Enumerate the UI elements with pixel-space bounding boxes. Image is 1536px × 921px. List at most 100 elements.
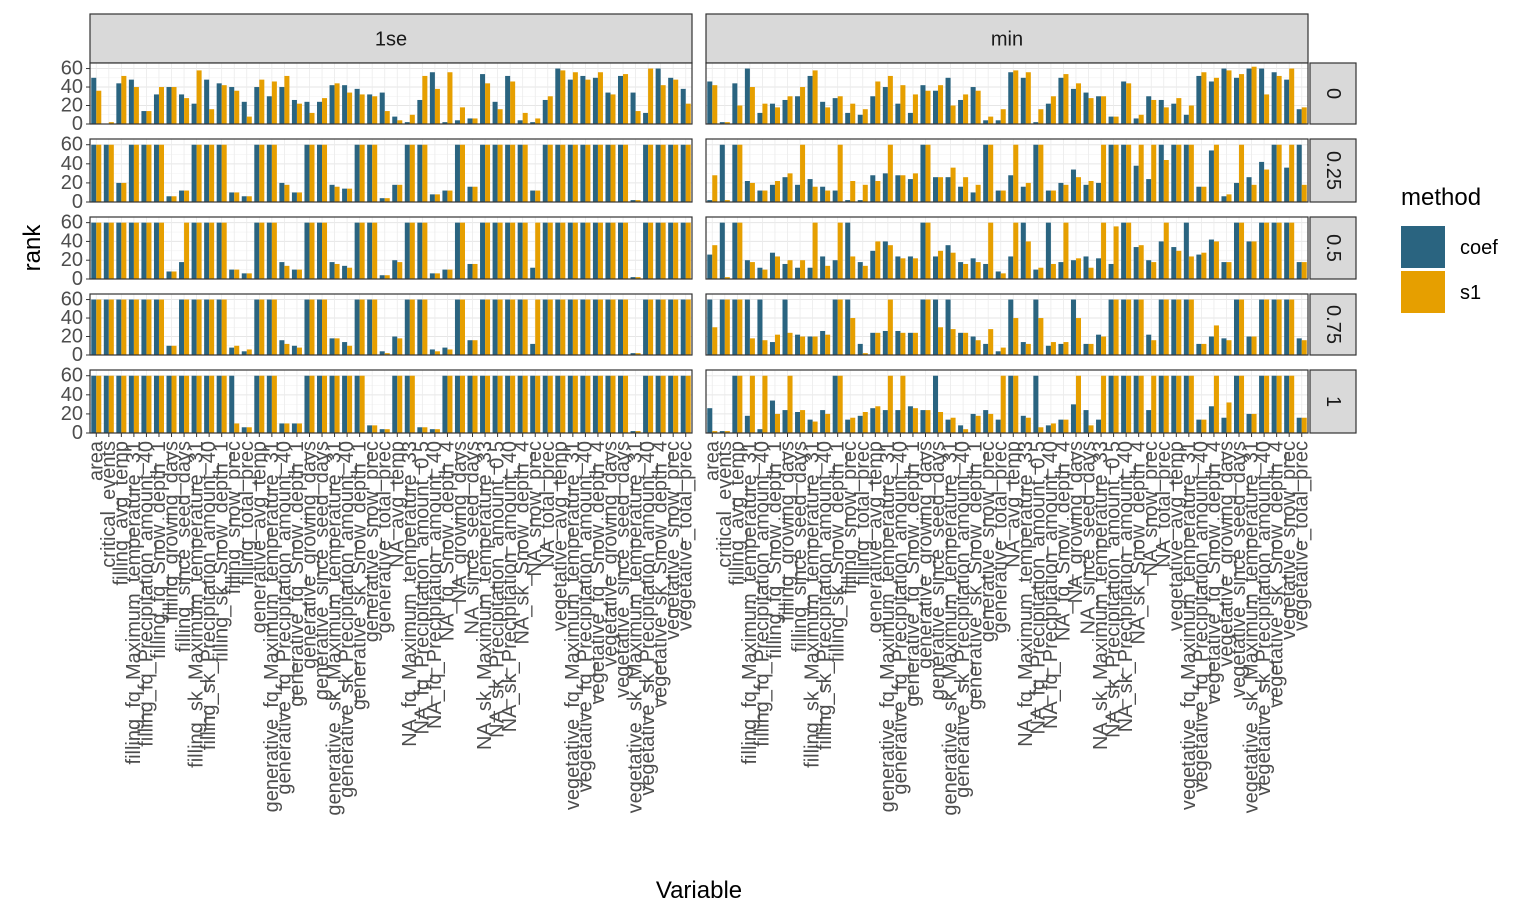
- bar-coef-vegetative_sk_Precipitation_amount_40: [643, 144, 649, 202]
- bar-s1-filling_since_seed_days: [184, 222, 190, 279]
- x-tick-label: vegetative_total_prec: [1291, 441, 1313, 631]
- bar-s1-NA_fq_Maximum_temperature_33: [409, 375, 415, 433]
- bar-coef-generative_sk_Precipitation_amount_40: [342, 265, 348, 279]
- bar-coef-filling_fq_Snow_depth_1: [153, 299, 159, 355]
- bar-coef-NA_growing_days: [1070, 260, 1076, 279]
- bar-s1-area: [712, 431, 718, 433]
- strip-row-label-0.25: 0.25: [1322, 151, 1344, 190]
- x-tick-label: NA_sk_Precipitation_amount_40: [499, 441, 521, 732]
- bar-coef-NA_total_prec: [1158, 144, 1164, 202]
- bar-s1-vegetative_avg_temp: [560, 70, 566, 124]
- bar-s1-generative_avg_temp: [259, 144, 265, 202]
- bar-coef-filling_growing_days: [782, 410, 788, 433]
- bar-coef-generative_since_seed_days: [317, 299, 323, 355]
- bar-coef-generative_sk_Maximum_temperature_31: [329, 338, 335, 355]
- bar-s1-generative_total_prec: [1000, 190, 1006, 202]
- bar-s1-vegetative_sk_Maximum_temperature_31: [635, 353, 641, 355]
- bar-coef-NA_fq_Maximum_temperature_33: [404, 122, 410, 124]
- x-tick-label: NA_fq_Maximum_temperature_33: [1015, 441, 1037, 747]
- bar-s1-vegetative_sk_Maximum_temperature_31: [635, 277, 641, 279]
- bar-coef-vegetative_snow_prec: [1284, 375, 1290, 433]
- bar-s1-generative_growing_days: [309, 144, 315, 202]
- bar-coef-vegetative_sk_Precipitation_amount_40: [1259, 375, 1265, 433]
- bar-s1-NA_sk_Snow_depth_4: [1138, 245, 1144, 279]
- bar-coef-vegetative_avg_temp: [555, 68, 561, 124]
- bar-s1-vegetative_snow_prec: [673, 222, 679, 279]
- bar-s1-vegetative_sk_Precipitation_amount_40: [648, 375, 654, 433]
- bar-s1-generative_sk_Precipitation_amount_40: [347, 375, 353, 433]
- bar-s1-generative_since_seed_days: [322, 299, 328, 355]
- bar-s1-vegetative_total_prec: [1301, 417, 1307, 433]
- bar-coef-generative_snow_prec: [983, 343, 989, 355]
- bar-coef-generative_fq_Precipitation_amount_40: [895, 175, 901, 202]
- bar-coef-filling_fq_Snow_depth_1: [153, 144, 159, 202]
- bar-coef-generative_total_prec: [379, 92, 385, 124]
- bar-s1-NA_total_prec: [1163, 375, 1169, 433]
- bar-coef-vegetative_fq_Maximum_temperature_31: [567, 222, 573, 279]
- bar-coef-generative_since_seed_days: [933, 299, 939, 355]
- bar-coef-filling_sk_Snow_depth_1: [216, 299, 222, 355]
- bar-s1-filling_sk_Maximum_temperature_31: [812, 222, 818, 279]
- bar-coef-filling_sk_Maximum_temperature_31: [191, 375, 197, 433]
- bar-s1-filling_fq_Precipitation_amount_40: [146, 299, 152, 355]
- bar-s1-vegetative_fq_Precipitation_amount_40: [585, 79, 591, 124]
- bar-s1-vegetative_sk_Precipitation_amount_40: [648, 222, 654, 279]
- bar-s1-generative_fq_Maximum_temperature_31: [887, 75, 893, 124]
- bar-coef-generative_snow_prec: [367, 222, 373, 279]
- panel-background: [706, 370, 1308, 433]
- bar-coef-vegetative_snow_prec: [668, 299, 674, 355]
- bar-coef-filling_avg_temp: [732, 299, 738, 355]
- bar-coef-generative_fq_Precipitation_amount_40: [279, 182, 285, 202]
- bar-s1-vegetative_total_prec: [1301, 184, 1307, 202]
- bar-s1-NA_fq_Precipitation_amount_40: [434, 194, 440, 202]
- bar-coef-NA_fq_Precipitation_amount_0.5: [417, 427, 423, 433]
- bar-s1-filling_since_seed_days: [800, 336, 806, 355]
- bar-s1-vegetative_snow_prec: [1289, 144, 1295, 202]
- bar-coef-generative_since_seed_days: [317, 101, 323, 124]
- bar-coef-filling_sk_Precipitation_amount_40: [820, 330, 826, 355]
- bar-coef-vegetative_total_prec: [1296, 338, 1302, 355]
- bar-s1-generative_snow_prec: [372, 425, 378, 433]
- bar-coef-NA_total_prec: [542, 144, 548, 202]
- bars: [91, 144, 691, 202]
- bar-coef-NA_sk_Precipitation_amount_0.5: [1108, 299, 1114, 355]
- bar-coef-NA_avg_temp: [1008, 72, 1014, 124]
- bar-s1-filling_snow_prec: [850, 318, 856, 355]
- bar-s1-generative_fq_Snow_depth_1: [912, 258, 918, 279]
- bar-coef-NA_sk_Precipitation_amount_40: [1121, 81, 1127, 124]
- x-tick-label: vegetative_fq_Snow_depth_4: [1203, 441, 1225, 705]
- bar-s1-vegetative_avg_temp: [1176, 250, 1182, 279]
- panel-border: [89, 293, 693, 356]
- bar-s1-generative_fq_Precipitation_amount_40: [284, 184, 290, 202]
- bar-s1-generative_since_seed_days: [938, 85, 944, 124]
- bar-s1-generative_total_prec: [384, 275, 390, 279]
- bars: [91, 375, 691, 433]
- bar-s1-filling_avg_temp: [121, 375, 127, 433]
- bar-s1-generative_sk_Precipitation_amount_40: [963, 94, 969, 124]
- bar-s1-vegetative_fq_Snow_depth_4: [597, 222, 603, 279]
- x-tick-label: NA_snow_prec: [524, 441, 546, 577]
- bar-coef-generative_since_seed_days: [933, 177, 939, 202]
- bar-s1-vegetative_avg_temp: [1176, 299, 1182, 355]
- bar-coef-filling_fq_Snow_depth_1: [153, 94, 159, 124]
- bar-coef-generative_snow_prec: [367, 94, 373, 124]
- bar-s1-NA_snow_prec: [1151, 340, 1157, 355]
- bar-coef-NA_sk_Precipitation_amount_40: [1121, 222, 1127, 279]
- bar-coef-NA_fq_Maximum_temperature_33: [404, 144, 410, 202]
- bar-s1-NA_growing_days: [1075, 258, 1081, 279]
- bar-s1-NA_sk_Snow_depth_4: [1138, 299, 1144, 355]
- bar-coef-vegetative_fq_Snow_depth_4: [1208, 406, 1214, 433]
- x-tick-label: area: [85, 440, 107, 481]
- bar-s1-generative_fq_Snow_depth_1: [912, 94, 918, 124]
- panel-min-0.5: [705, 216, 1309, 280]
- x-tick-label: NA_fq_Precipitation_amount_0.5: [411, 441, 433, 735]
- bar-s1-NA_since_seed_days: [1088, 181, 1094, 202]
- bar-s1-NA_avg_temp: [1013, 318, 1019, 355]
- bar-coef-generative_fq_Snow_depth_1: [291, 269, 297, 279]
- bar-coef-vegetative_sk_Precipitation_amount_40: [643, 375, 649, 433]
- bar-s1-NA_avg_temp: [397, 120, 403, 124]
- bar-s1-generative_sk_Maximum_temperature_31: [334, 375, 340, 433]
- x-tick-label: filling_fq_Snow_depth_1: [764, 441, 786, 659]
- x-tick-label: vegetative_fq_Precipitation_amount_40: [574, 441, 596, 792]
- bar-coef-filling_sk_Maximum_temperature_31: [807, 267, 813, 279]
